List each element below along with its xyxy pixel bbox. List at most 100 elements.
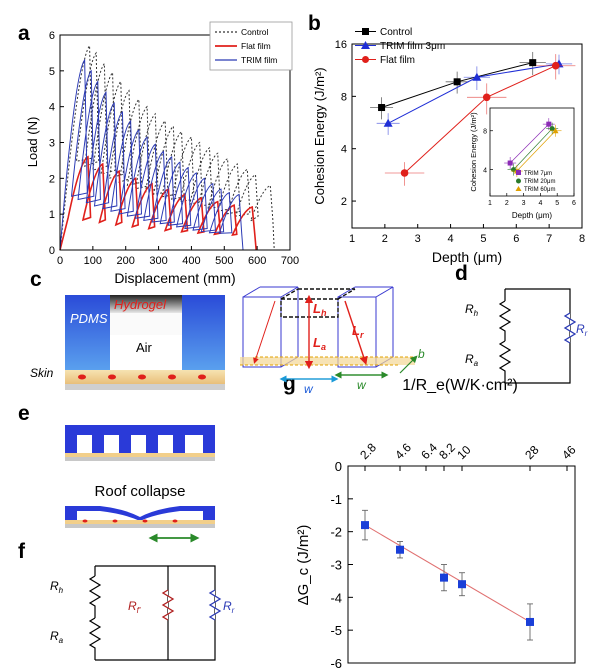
panel-label-c: c	[30, 268, 42, 291]
b-xtick-label: 7	[546, 233, 552, 245]
a-series-curve	[59, 58, 244, 251]
b-inset-line	[516, 130, 556, 172]
b-point	[400, 169, 409, 177]
f-label-rr: Rr	[223, 599, 235, 615]
c-label-pdms: PDMS	[70, 311, 108, 326]
circuit-f: Rh Ra Rf' Rr	[50, 565, 235, 661]
b-xtick-label: 4	[448, 233, 454, 245]
c-label-lh: Lh	[313, 301, 327, 318]
b-legend-trim: TRIM film 3μm	[380, 41, 445, 52]
b-ytick-label: 8	[341, 91, 347, 103]
a-legend-control: Control	[241, 27, 269, 37]
b-inset-xtick-label: 6	[572, 200, 576, 207]
b-inset-line	[513, 128, 553, 170]
a-ytick-label: 5	[49, 66, 55, 78]
c-label-w2: w	[357, 378, 367, 392]
c-label-lr: Lr	[352, 323, 364, 340]
g-top-axis-label: 1/R_e(W/K·cm²)	[402, 377, 518, 394]
b-inset-legend: TRIM 7μm TRIM 20μm TRIM 60μm	[515, 170, 555, 193]
diagram-e: Roof collapse	[65, 425, 215, 543]
b-point	[383, 118, 393, 127]
b-inset: 1 2 3 4 5 6 4 8 Depth (μm) Cohesion Energy (J/m…	[469, 107, 576, 220]
b-series-line	[404, 65, 556, 174]
b-xtick-label: 5	[480, 233, 486, 245]
a-series-curve	[59, 155, 257, 251]
b-xtick-label: 2	[382, 233, 388, 245]
a-xlabel: Displacement (mm)	[114, 270, 235, 286]
g-top-tick-label: 2.8	[357, 440, 379, 462]
panel-label-d: d	[455, 262, 468, 285]
b-ytick-label: 2	[341, 196, 347, 208]
b-ytick-label: 4	[341, 144, 347, 156]
c-label-b: b	[418, 347, 425, 361]
g-ytick-label: -2	[330, 525, 342, 540]
panel-label-a: a	[18, 22, 30, 45]
b-inset-xtick-label: 1	[488, 200, 492, 207]
a-xtick-label: 300	[149, 255, 167, 267]
b-inset-xtick-label: 3	[522, 200, 526, 207]
b-inset-xtick-label: 4	[538, 200, 542, 207]
chart-load-displacement: 0 100 200 300 400 500 600 700 0 1 2 3 4 5 6 Displacem…	[25, 21, 299, 286]
e-caption: Roof collapse	[95, 483, 186, 500]
b-ylabel: Cohesion Energy (J/m²)	[312, 67, 327, 204]
g-ytick-label: -4	[330, 590, 342, 605]
b-inset-legend-20: TRIM 20μm	[524, 179, 555, 185]
b-legend-control: Control	[380, 27, 412, 38]
b-inset-ylabel: Cohesion Energy (J/m²)	[469, 112, 478, 192]
a-ylabel: Load (N)	[25, 117, 40, 168]
f-label-rf: Rf'	[128, 599, 141, 615]
b-inset-xtick-label: 2	[505, 200, 509, 207]
b-point	[378, 104, 386, 112]
b-inset-xtick-label: 5	[555, 200, 559, 207]
circuit-d: Rh Ra Rr	[465, 288, 588, 384]
b-xtick-label: 1	[349, 233, 355, 245]
b-inset-ytick-label: 8	[483, 129, 487, 136]
a-legend-flat: Flat film	[241, 41, 271, 51]
b-point	[453, 78, 461, 86]
g-ylabel: ΔG_c (J/m²)	[295, 525, 312, 606]
b-inset-point	[552, 127, 559, 134]
g-point	[458, 580, 466, 589]
g-top-tick-label: 10	[454, 443, 474, 463]
d-label-ra: Ra	[465, 352, 479, 368]
a-xtick-label: 400	[182, 255, 200, 267]
a-xtick-label: 500	[215, 255, 233, 267]
f-label-rh: Rh	[50, 579, 64, 595]
c-label-hydrogel: Hydrogel	[114, 297, 167, 312]
g-point	[361, 521, 369, 530]
a-ytick-label: 2	[49, 173, 55, 185]
d-label-rr: Rr	[576, 322, 588, 338]
a-ytick-label: 0	[49, 245, 55, 257]
a-xtick-label: 200	[117, 255, 135, 267]
g-ytick-label: -6	[330, 656, 342, 670]
b-point	[482, 93, 491, 102]
d-label-rh: Rh	[465, 302, 479, 318]
panel-label-b: b	[308, 12, 321, 35]
a-ytick-label: 4	[49, 102, 55, 114]
a-ytick-label: 6	[49, 30, 55, 42]
a-series-curve	[59, 44, 275, 251]
g-point	[526, 617, 534, 626]
panel-label-e: e	[18, 402, 30, 425]
panel-label-f: f	[18, 540, 25, 563]
g-point	[440, 573, 448, 582]
b-inset-ytick-label: 4	[483, 168, 487, 175]
b-inset-legend-7: TRIM 7μm	[524, 171, 552, 177]
g-ytick-label: 0	[335, 459, 342, 474]
c-label-w1: w	[304, 382, 314, 396]
g-top-tick-label: 28	[522, 443, 542, 463]
g-top-tick-label: 4.6	[392, 440, 414, 462]
b-ytick-label: 16	[335, 39, 347, 51]
g-ytick-label: -5	[330, 623, 342, 638]
a-ytick-label: 3	[49, 138, 55, 150]
b-xtick-label: 6	[513, 233, 519, 245]
b-legend: Control TRIM film 3μm Flat film	[355, 27, 445, 66]
g-ytick-label: -1	[330, 492, 342, 507]
b-xtick-label: 8	[579, 233, 585, 245]
b-inset-point	[549, 126, 555, 132]
g-fit-line	[364, 524, 531, 623]
b-inset-legend-60: TRIM 60μm	[524, 187, 555, 193]
diagram-c-geometry: Lh La Lr w w b	[240, 286, 425, 396]
a-xtick-label: 700	[281, 255, 299, 267]
